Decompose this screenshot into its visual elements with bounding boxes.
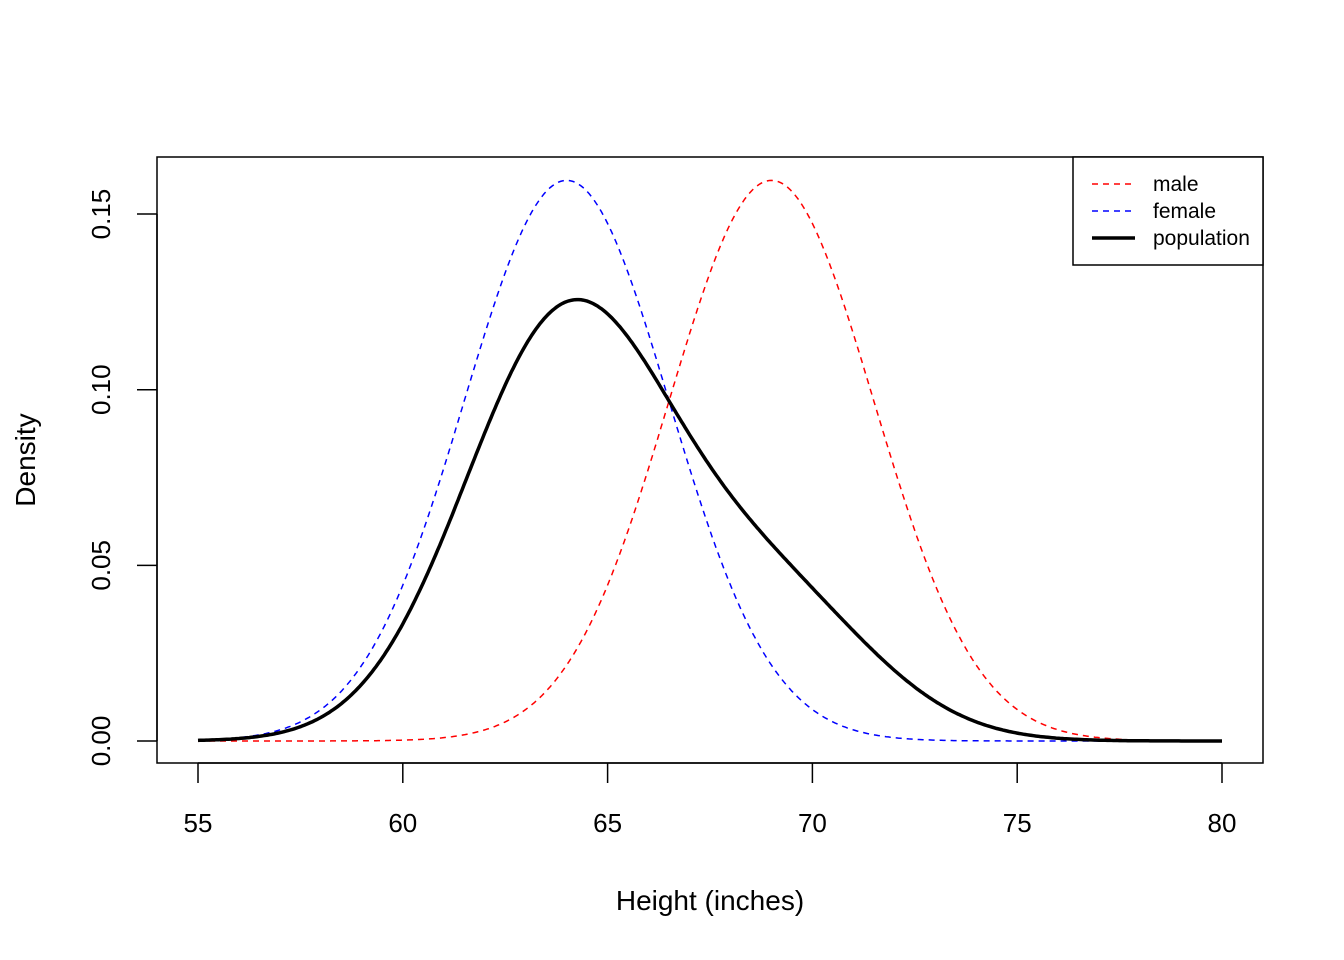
x-axis-label: Height (inches)	[616, 885, 804, 916]
x-tick-label: 65	[593, 808, 622, 838]
y-tick-label: 0.10	[86, 364, 116, 415]
x-tick-label: 75	[1003, 808, 1032, 838]
x-tick-label: 55	[184, 808, 213, 838]
legend: male female population	[1072, 156, 1264, 266]
series-line-female	[198, 179, 1222, 742]
x-tick-label: 60	[388, 808, 417, 838]
x-tick-label: 80	[1208, 808, 1237, 838]
y-tick-label: 0.05	[86, 540, 116, 591]
series-line-population	[197, 297, 1222, 743]
series-line-male	[198, 179, 1222, 742]
legend-label-female: female	[1153, 200, 1216, 223]
legend-label-population: population	[1153, 227, 1250, 250]
y-axis-label: Density	[10, 413, 41, 506]
x-tick-label: 70	[798, 808, 827, 838]
legend-label-male: male	[1153, 173, 1199, 196]
y-tick-label: 0.15	[86, 189, 116, 240]
curves	[197, 179, 1222, 743]
y-tick-label: 0.00	[86, 716, 116, 767]
y-axis: 0.00 0.05 0.10 0.15	[86, 189, 158, 767]
x-axis: 55 60 65 70 75 80	[184, 762, 1237, 838]
